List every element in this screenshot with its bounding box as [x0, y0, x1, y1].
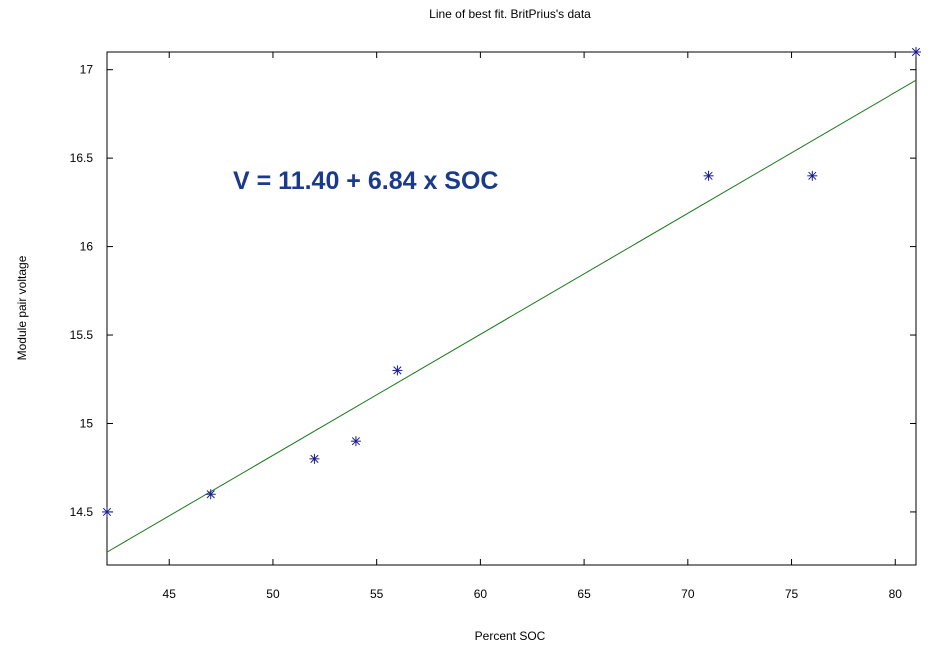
- y-tick-label: 16: [80, 240, 94, 254]
- chart-title: Line of best fit. BritPrius's data: [429, 7, 591, 21]
- y-tick-label: 15.5: [70, 328, 94, 342]
- data-point-asterisk: [350, 436, 361, 447]
- x-tick-label: 50: [266, 587, 280, 601]
- x-axis-label: Percent SOC: [475, 629, 546, 643]
- x-tick-label: 60: [474, 587, 488, 601]
- x-tick-label: 70: [681, 587, 695, 601]
- x-axis-ticks: 45 50 55 60 65 70 75 80: [163, 52, 903, 601]
- best-fit-line-group: [106, 79, 917, 553]
- y-tick-label: 14.5: [70, 505, 94, 519]
- data-point-asterisk: [807, 170, 818, 181]
- x-tick-label: 80: [889, 587, 903, 601]
- data-point-asterisk: [205, 489, 216, 500]
- data-point-asterisk: [703, 170, 714, 181]
- data-point-asterisk: [911, 47, 921, 57]
- y-tick-label: 16.5: [70, 151, 94, 165]
- x-tick-label: 75: [785, 587, 799, 601]
- y-tick-label: 15: [80, 416, 94, 430]
- x-tick-label: 55: [370, 587, 384, 601]
- plot-frame: [106, 51, 917, 566]
- data-point-asterisk: [102, 506, 112, 517]
- x-tick-label: 45: [163, 587, 177, 601]
- x-tick-label: 65: [577, 587, 591, 601]
- equation-annotation: V = 11.40 + 6.84 x SOC: [233, 167, 498, 195]
- data-point-asterisk: [309, 453, 320, 464]
- data-point-asterisk: [392, 365, 403, 376]
- y-axis-label: Module pair voltage: [15, 255, 29, 360]
- y-axis-ticks: 14.5 15 15.5 16 16.5 17: [70, 63, 916, 519]
- y-tick-label: 17: [80, 63, 94, 77]
- data-points: [102, 47, 921, 517]
- best-fit-line: [106, 79, 917, 553]
